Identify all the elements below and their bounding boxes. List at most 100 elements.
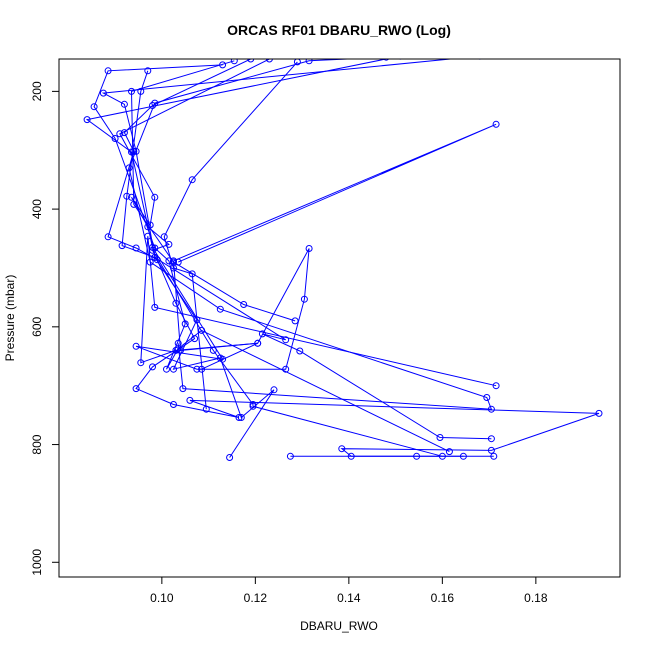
data-point — [293, 59, 301, 66]
plot-frame — [58, 58, 621, 578]
data-point — [483, 394, 491, 401]
data-point — [438, 452, 446, 460]
data-point — [132, 244, 140, 252]
x-tick-label: 0.18 — [524, 591, 548, 605]
data-point — [137, 87, 145, 95]
data-point — [209, 346, 217, 354]
data-point — [193, 316, 201, 324]
data-point — [595, 409, 603, 417]
data-point — [99, 89, 107, 97]
data-point — [111, 135, 119, 142]
data-point — [118, 242, 126, 250]
data-point — [254, 339, 262, 347]
x-tick-label: 0.14 — [337, 591, 361, 605]
data-point — [296, 347, 304, 355]
data-point — [170, 264, 177, 272]
data-point — [492, 382, 500, 390]
data-point — [477, 59, 482, 60]
data-point — [305, 245, 313, 252]
data-point — [120, 100, 128, 108]
data-point — [130, 200, 138, 208]
plot-area — [83, 59, 603, 461]
data-point — [137, 359, 145, 367]
data-point — [487, 435, 495, 443]
y-tick-label: 800 — [30, 434, 44, 454]
data-point — [198, 326, 206, 334]
y-tick-label: 600 — [30, 316, 44, 336]
data-point — [383, 59, 390, 61]
data-point — [165, 257, 173, 265]
data-point — [160, 233, 168, 241]
data-point — [338, 445, 346, 453]
x-tick-label: 0.10 — [150, 591, 174, 605]
data-point — [226, 454, 234, 461]
data-point — [170, 257, 177, 265]
y-tick-label: 1000 — [30, 549, 44, 576]
data-point — [83, 116, 91, 124]
data-point — [300, 295, 308, 303]
data-point — [487, 405, 495, 413]
data-point — [191, 335, 199, 343]
data-point — [128, 193, 135, 201]
data-point — [170, 401, 177, 408]
data-point — [104, 233, 112, 241]
data-point — [235, 414, 243, 421]
data-point — [90, 103, 98, 111]
data-point — [165, 240, 173, 248]
data-point — [305, 59, 313, 65]
data-point — [125, 164, 133, 172]
series-line-6 — [121, 70, 492, 440]
chart-title: ORCAS RF01 DBARU_RWO (Log) — [227, 22, 451, 38]
data-point — [174, 345, 182, 353]
data-point — [151, 99, 159, 107]
data-point — [202, 405, 210, 413]
data-point — [188, 176, 196, 184]
data-point — [249, 402, 257, 410]
data-point — [490, 452, 498, 460]
data-point — [177, 346, 184, 354]
data-point — [198, 365, 206, 373]
data-point — [459, 452, 467, 460]
series-line-1 — [107, 59, 600, 457]
data-point — [186, 396, 194, 404]
data-point — [219, 355, 227, 363]
data-point — [153, 256, 161, 264]
data-point — [286, 452, 294, 460]
data-point — [436, 434, 444, 441]
data-point — [237, 414, 245, 421]
data-point — [151, 303, 159, 311]
data-point — [149, 246, 156, 254]
data-point — [347, 452, 355, 460]
series-line-8 — [128, 59, 493, 410]
series-line-9 — [163, 61, 298, 410]
data-point — [258, 330, 266, 338]
data-point — [163, 365, 170, 373]
data-point — [132, 342, 140, 350]
data-point — [151, 193, 159, 201]
data-point — [282, 336, 290, 344]
data-point — [116, 130, 124, 138]
data-point — [144, 223, 152, 231]
data-point — [179, 385, 187, 393]
data-point — [149, 243, 156, 251]
data-point — [398, 59, 403, 60]
x-axis-label: DBARU_RWO — [300, 619, 378, 633]
data-point — [123, 192, 131, 200]
data-point — [193, 365, 201, 373]
y-axis-label: Pressure (mbar) — [3, 275, 17, 362]
y-tick-label: 200 — [30, 81, 44, 101]
data-point — [413, 452, 421, 460]
data-point — [132, 385, 140, 393]
data-point — [149, 102, 156, 109]
data-point — [216, 305, 224, 313]
data-point — [230, 59, 238, 65]
data-point — [104, 67, 112, 75]
data-point — [172, 346, 180, 354]
x-tick-label: 0.16 — [431, 591, 455, 605]
x-axis: 0.10 0.12 0.14 0.16 0.18 — [150, 577, 548, 605]
data-point — [270, 386, 278, 394]
data-point — [151, 253, 159, 261]
data-point — [170, 365, 177, 373]
data-point — [487, 446, 495, 454]
